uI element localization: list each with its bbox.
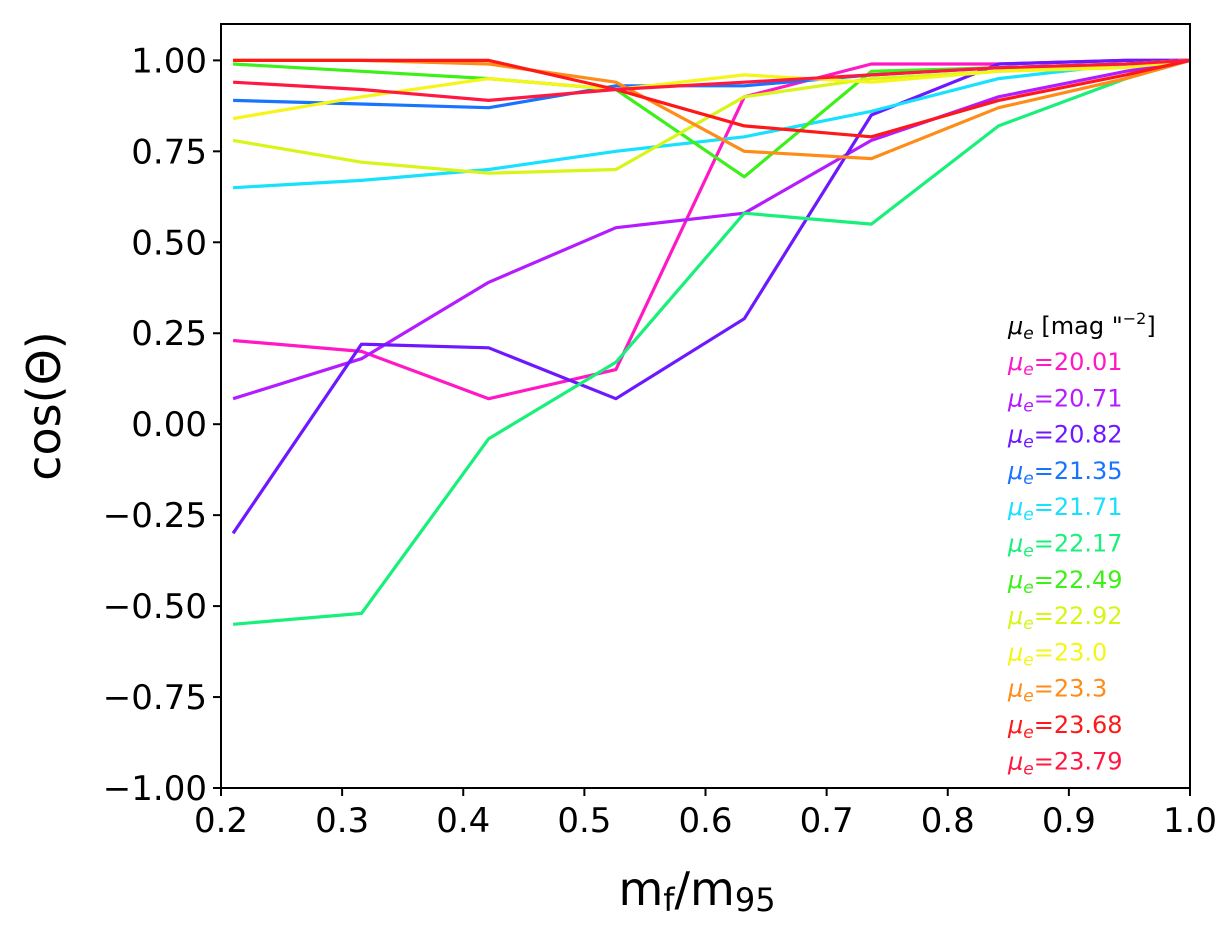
legend-value: =20.71 [1034, 384, 1123, 412]
y-tick-label: −0.25 [103, 496, 207, 536]
legend-sub: e [1023, 614, 1033, 634]
x-axis-title-sub-f: f [663, 881, 675, 919]
legend-title-mu: μ [1007, 312, 1023, 340]
y-tick-label: −0.50 [103, 587, 207, 627]
x-tick-label: 1.0 [1163, 801, 1217, 841]
x-tick-label: 0.8 [921, 801, 975, 841]
x-tick-label: 0.7 [800, 801, 854, 841]
legend-sub: e [1023, 650, 1033, 670]
legend-value: =21.35 [1034, 457, 1123, 485]
series-line-11 [233, 58, 1191, 139]
legend-entry-4: μe=21.35 [1007, 457, 1123, 489]
x-axis-title-mid: /m [675, 862, 735, 916]
legend-value: =22.92 [1034, 602, 1123, 630]
legend-value: =23.68 [1034, 711, 1123, 739]
legend-mu: μ [1007, 493, 1023, 521]
y-tick-label: 0.00 [131, 405, 207, 445]
x-tick-label: 0.4 [436, 801, 490, 841]
legend: μe=20.01μe=20.71μe=20.82μe=21.35μe=21.71… [1007, 348, 1123, 779]
legend-mu: μ [1007, 747, 1023, 775]
legend-entry-12: μe=23.79 [1007, 747, 1123, 779]
y-tick-label: −1.00 [103, 769, 207, 809]
x-tick-label: 0.2 [194, 801, 248, 841]
x-axis-title-sub-95: 95 [735, 881, 776, 919]
legend-sub: e [1023, 759, 1033, 779]
x-tick-label: 0.6 [678, 801, 732, 841]
legend-mu: μ [1007, 457, 1023, 485]
series-layer [231, 58, 1191, 626]
y-axis-title: cos(Θ) [17, 331, 71, 481]
y-tick-label: 1.00 [131, 41, 207, 81]
legend-entry-7: μe=22.49 [1007, 566, 1123, 598]
legend-value: =21.71 [1034, 493, 1123, 521]
legend-mu: μ [1007, 638, 1023, 666]
legend-mu: μ [1007, 711, 1023, 739]
legend-sub: e [1023, 360, 1033, 380]
legend-sub: e [1023, 687, 1033, 707]
legend-title: μe [mag "−2] [1007, 309, 1156, 344]
legend-entry-9: μe=23.0 [1007, 638, 1107, 670]
legend-title-end: ] [1146, 312, 1155, 340]
legend-value: =22.49 [1034, 566, 1123, 594]
legend-entry-3: μe=20.82 [1007, 421, 1123, 453]
x-axis: 0.2 0.3 0.4 0.5 0.6 0.7 0.8 0.9 1.0 [194, 788, 1217, 841]
legend-sub: e [1023, 396, 1033, 416]
legend-title-sub: e [1023, 324, 1033, 344]
legend-mu: μ [1007, 602, 1023, 630]
legend-sub: e [1023, 469, 1033, 489]
y-tick-label: −0.75 [103, 678, 207, 718]
legend-mu: μ [1007, 566, 1023, 594]
x-axis-title-main: m [618, 862, 663, 916]
y-tick-label: 0.25 [131, 314, 207, 354]
legend-value: =23.0 [1034, 638, 1108, 666]
legend-entry-5: μe=21.71 [1007, 493, 1123, 525]
y-tick-label: 0.75 [131, 132, 207, 172]
x-axis-title: mf/m95 [618, 862, 775, 919]
legend-mu: μ [1007, 421, 1023, 449]
legend-mu: μ [1007, 348, 1023, 376]
legend-title-sup: −2 [1123, 309, 1147, 328]
y-axis: −1.00 −0.75 −0.50 −0.25 0.00 0.25 0.50 0.75 1.00 [103, 41, 221, 809]
legend-entry-8: μe=22.92 [1007, 602, 1123, 634]
legend-value: =20.01 [1034, 348, 1123, 376]
legend-entry-6: μe=22.17 [1007, 530, 1123, 562]
series-line-9 [232, 58, 1191, 121]
legend-sub: e [1023, 542, 1033, 562]
series-line-12 [233, 58, 1191, 103]
y-tick-label: 0.50 [131, 223, 207, 263]
series-line-6 [232, 58, 1191, 626]
legend-sub: e [1023, 505, 1033, 525]
legend-value: =23.3 [1034, 675, 1108, 703]
legend-value: =22.17 [1034, 530, 1123, 558]
legend-mu: μ [1007, 675, 1023, 703]
legend-mu: μ [1007, 384, 1023, 412]
legend-sub: e [1023, 578, 1033, 598]
series-line-3 [231, 58, 1190, 535]
legend-value: =20.82 [1034, 421, 1123, 449]
legend-entry-11: μe=23.68 [1007, 711, 1123, 743]
x-tick-label: 0.5 [557, 801, 611, 841]
legend-entry-10: μe=23.3 [1007, 675, 1107, 707]
legend-mu: μ [1007, 530, 1023, 558]
legend-entry-1: μe=20.01 [1007, 348, 1123, 380]
legend-value: =23.79 [1034, 747, 1123, 775]
legend-sub: e [1023, 723, 1033, 743]
legend-title-unit: [mag " [1034, 312, 1123, 340]
x-tick-label: 0.3 [315, 801, 369, 841]
legend-entry-2: μe=20.71 [1007, 384, 1123, 416]
x-tick-label: 0.9 [1042, 801, 1096, 841]
legend-sub: e [1023, 433, 1033, 453]
